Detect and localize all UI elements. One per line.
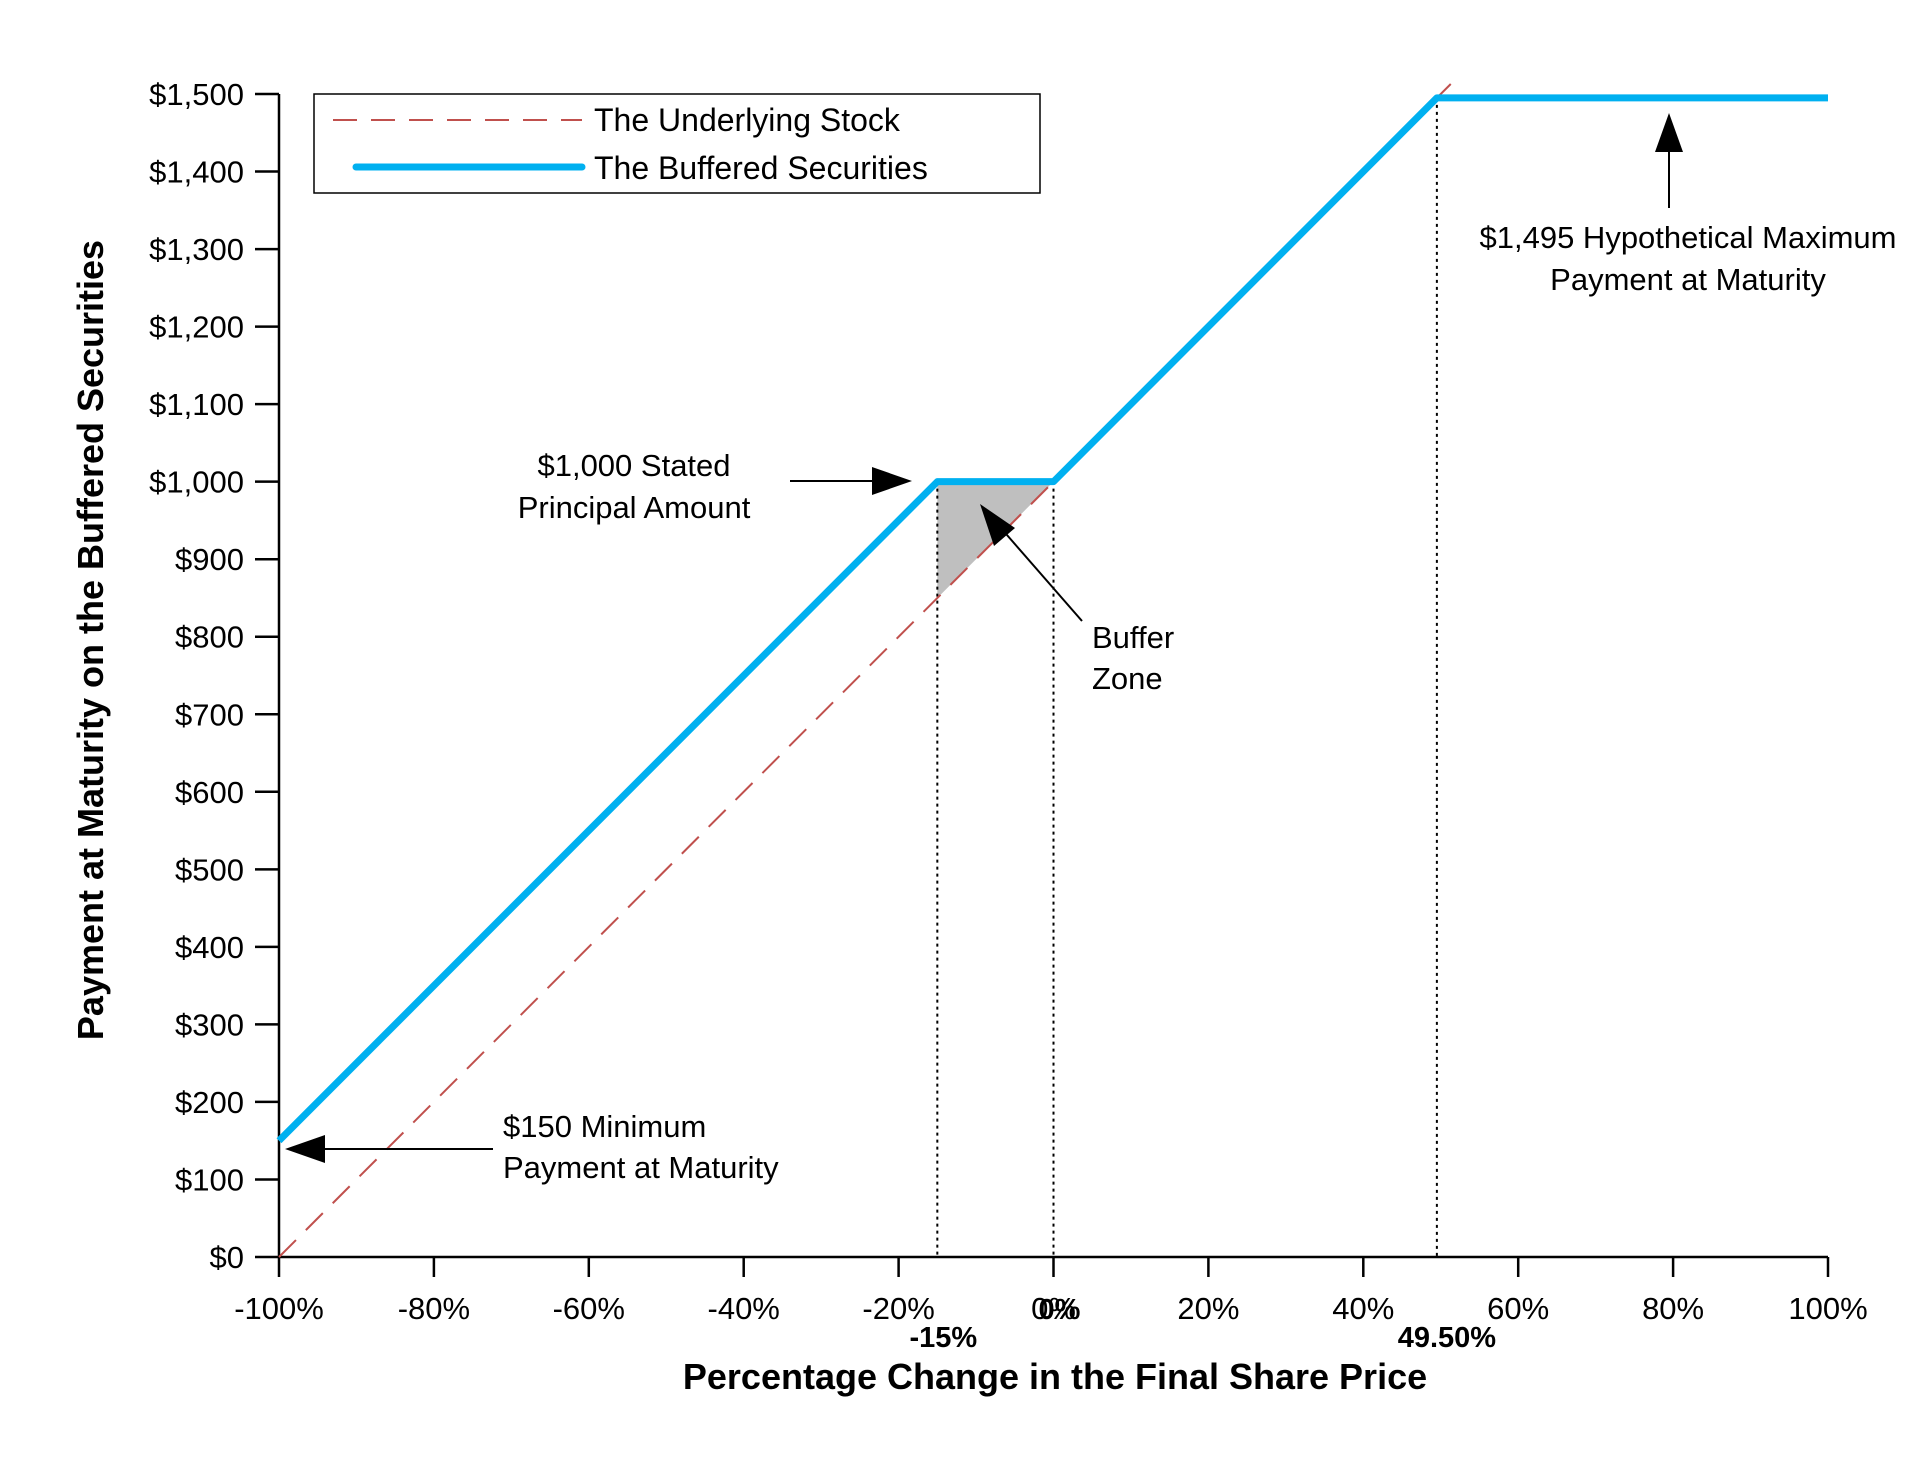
y-tick-label: $500 [175, 852, 244, 887]
y-tick-label: $1,100 [149, 387, 244, 422]
x-tick-label: -40% [708, 1291, 780, 1326]
x-tick-label: 100% [1788, 1291, 1867, 1326]
x-tick-label: 0% [1031, 1291, 1076, 1326]
y-tick-label: $1,500 [149, 77, 244, 112]
x-tick-label: -100% [234, 1291, 324, 1326]
y-tick-label: $700 [175, 697, 244, 732]
y-tick-label: $1,000 [149, 465, 244, 500]
y-tick-label: $400 [175, 930, 244, 965]
x-marker-label: -15% [909, 1322, 977, 1354]
x-tick-label: 60% [1487, 1291, 1549, 1326]
y-tick-label: $600 [175, 775, 244, 810]
legend-box [313, 93, 1041, 194]
annotation-buffer-line-1: Buffer [1092, 620, 1174, 655]
y-tick-label: $800 [175, 620, 244, 655]
arrow-principal-icon [872, 467, 912, 495]
x-marker-label: 0% [1039, 1294, 1081, 1326]
x-tick-label: 40% [1332, 1291, 1394, 1326]
annotation-maximum-line-1: $1,495 Hypothetical Maximum [1480, 220, 1897, 255]
annotation-principal-line-1: $1,000 Stated [537, 448, 730, 483]
y-tick-label: $300 [175, 1007, 244, 1042]
x-tick-label: 80% [1642, 1291, 1704, 1326]
legend-label-underlying-stock: The Underlying Stock [594, 102, 901, 138]
x-axis-ticks: -100% -80% -60% -40% -20% 0% 20% 40% 60% 80% 100% [234, 1257, 1868, 1326]
x-tick-label: -20% [862, 1291, 934, 1326]
y-tick-label: $0 [210, 1240, 244, 1275]
legend: The Underlying Stock The Buffered Securi… [313, 93, 1041, 194]
x-marker-label: 49.50% [1398, 1322, 1497, 1354]
annotation-buffer-line-2: Zone [1092, 661, 1163, 696]
y-tick-label: $1,400 [149, 155, 244, 190]
x-tick-label: -60% [553, 1291, 625, 1326]
series-buffered-securities [276, 94, 1828, 1144]
y-tick-label: $100 [175, 1162, 244, 1197]
x-tick-label: 20% [1177, 1291, 1239, 1326]
annotation-minimum-line-1: $150 Minimum [503, 1109, 706, 1144]
x-tick-label: -80% [398, 1291, 470, 1326]
y-tick-label: $1,300 [149, 232, 244, 267]
y-tick-label: $1,200 [149, 310, 244, 345]
reference-lines [936, 97, 1438, 1257]
arrow-maximum-icon [1655, 113, 1683, 152]
arrow-buffer-icon [980, 504, 1015, 546]
annotation-minimum: $150 Minimum Payment at Maturity [503, 1109, 779, 1185]
annotation-minimum-line-2: Payment at Maturity [503, 1150, 779, 1185]
legend-label-buffered-securities: The Buffered Securities [594, 150, 928, 186]
y-tick-label: $900 [175, 542, 244, 577]
annotation-arrows [285, 113, 1683, 1163]
y-axis-title: Payment at Maturity on the Buffered Secu… [70, 240, 111, 1040]
annotation-buffer: Buffer Zone [1092, 620, 1174, 696]
arrow-minimum-icon [285, 1135, 325, 1163]
annotation-principal: $1,000 Stated Principal Amount [518, 448, 751, 525]
x-axis-title: Percentage Change in the Final Share Pri… [683, 1356, 1427, 1397]
x-marker-labels: -15% 0% 49.50% [909, 1294, 1496, 1354]
y-axis-ticks: $0 $100 $200 $300 $400 $500 $600 $700 $800 $900 $1… [149, 77, 279, 1275]
annotation-principal-line-2: Principal Amount [518, 490, 751, 525]
annotation-maximum: $1,495 Hypothetical Maximum Payment at M… [1480, 220, 1897, 297]
annotation-maximum-line-2: Payment at Maturity [1550, 262, 1826, 297]
y-tick-label: $200 [175, 1085, 244, 1120]
